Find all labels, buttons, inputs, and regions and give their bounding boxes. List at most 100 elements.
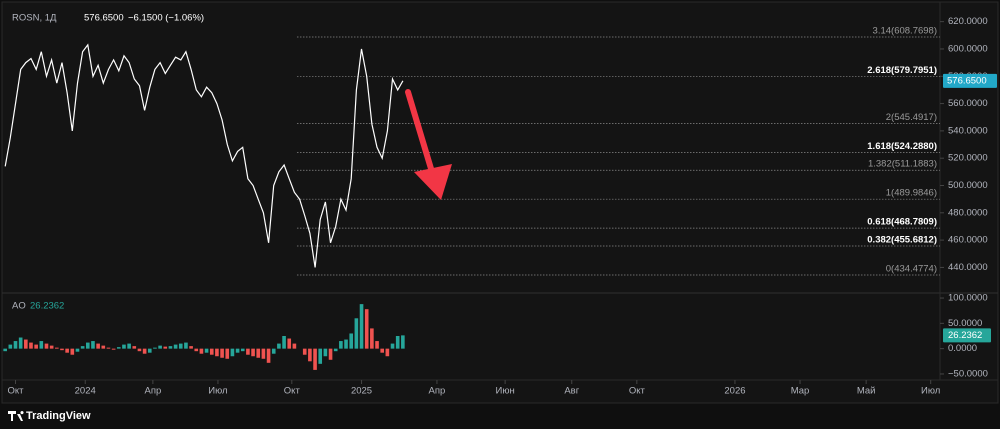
ao-bar	[163, 346, 168, 349]
x-tick-label: Окт	[629, 386, 646, 397]
ao-bar	[292, 343, 297, 349]
fib-level-label: 2.618(579.7951)	[867, 65, 937, 76]
ao-bar	[111, 348, 116, 350]
ao-bar	[230, 348, 235, 357]
y-tick-label: 540.0000	[948, 125, 988, 136]
ao-bar	[349, 333, 354, 349]
ao-bar	[70, 348, 75, 355]
ao-bar	[49, 345, 54, 349]
ao-bar	[215, 348, 219, 357]
fib-level-label: 1.618(524.2880)	[867, 141, 937, 152]
ao-bar	[168, 346, 173, 349]
y-tick-label: 460.0000	[948, 235, 988, 246]
y-tick-label: 520.0000	[948, 153, 988, 164]
ao-bar	[370, 328, 374, 349]
ao-bar	[354, 318, 359, 349]
ao-bar	[147, 348, 152, 353]
ao-bar	[380, 348, 385, 353]
y-tick-label: 480.0000	[948, 207, 988, 218]
ao-bar	[328, 348, 333, 360]
ao-bar	[318, 348, 323, 364]
ao-bar	[101, 345, 106, 349]
ao-bar	[24, 339, 28, 349]
y-tick-label: 50.0000	[948, 318, 982, 329]
annotation-arrow	[405, 89, 452, 200]
ao-bar	[323, 348, 328, 357]
ao-bar	[153, 347, 157, 349]
ao-bar	[204, 348, 209, 353]
ao-bar	[13, 341, 18, 349]
ao-bar	[235, 348, 240, 353]
ao-bar	[261, 348, 266, 359]
ao-bar	[308, 348, 312, 362]
price-change: −6.1500 (−1.06%)	[128, 13, 204, 24]
x-tick-label: Апр	[144, 386, 161, 397]
ao-bar	[39, 341, 44, 349]
ao-bar	[3, 348, 7, 352]
fib-level-label: 0.382(455.6812)	[867, 235, 937, 246]
y-tick-label: −50.0000	[948, 368, 988, 379]
brand-logo: TradingView	[8, 410, 91, 422]
ao-bar	[127, 343, 131, 349]
indicator-title: AO	[12, 301, 26, 312]
ao-bar	[137, 348, 142, 352]
ao-bar	[339, 341, 343, 349]
ao-bar	[344, 339, 348, 349]
ao-bar	[184, 342, 188, 349]
ao-bar	[364, 309, 369, 349]
x-tick-label: Июл	[921, 386, 940, 397]
x-tick-label: Окт	[284, 386, 301, 397]
ao-bar	[44, 343, 49, 349]
ao-bar	[55, 347, 59, 349]
ao-bar	[29, 342, 33, 349]
fib-level-label: 2(545.4917)	[886, 112, 937, 123]
ao-bar	[390, 343, 395, 349]
ao-bar	[173, 344, 178, 349]
y-tick-label: 100.0000	[948, 293, 988, 304]
ao-value-badge-label: 26.2362	[948, 330, 982, 341]
ao-bar	[240, 348, 245, 352]
ao-bar	[266, 348, 271, 363]
ao-bar	[333, 348, 338, 352]
ao-bar	[401, 335, 405, 349]
ao-bar	[225, 348, 230, 359]
ao-bar	[106, 347, 111, 349]
y-tick-label: 560.0000	[948, 98, 988, 109]
x-tick-label: Июн	[496, 386, 515, 397]
ao-bar	[313, 348, 317, 370]
y-tick-label: 620.0000	[948, 16, 988, 27]
x-tick-label: 2025	[351, 386, 372, 397]
ao-bar	[220, 348, 224, 358]
x-tick-label: Июл	[208, 386, 227, 397]
x-tick-label: Апр	[429, 386, 446, 397]
fib-level-label: 3.14(608.7698)	[873, 26, 937, 37]
x-tick-label: Окт	[7, 386, 24, 397]
plot-layer: 620.0000600.0000580.0000560.0000540.0000…	[3, 16, 997, 397]
ao-bar	[199, 348, 204, 354]
ao-bar	[116, 347, 121, 349]
ao-bar	[282, 336, 286, 349]
ao-bar	[80, 346, 85, 349]
ao-bar	[91, 341, 95, 349]
fib-level-label: 0(434.4774)	[886, 263, 937, 274]
ao-bar	[375, 341, 379, 349]
ao-value-badge	[943, 328, 991, 343]
ao-bar	[246, 348, 250, 355]
x-tick-label: Авг	[564, 386, 579, 397]
ao-bar	[60, 348, 64, 351]
ao-bar	[209, 348, 214, 355]
chart-frame	[1, 1, 999, 404]
fib-level-label: 1(489.9846)	[886, 188, 937, 199]
ao-bar	[158, 345, 162, 349]
ao-bar	[189, 346, 193, 349]
y-tick-label: 600.0000	[948, 43, 988, 54]
ao-bar	[277, 343, 281, 349]
ao-bar	[34, 344, 38, 349]
x-tick-label: 2024	[75, 386, 96, 397]
ao-bar	[18, 337, 23, 349]
ao-bar	[194, 348, 199, 352]
ao-bar	[75, 348, 80, 352]
x-tick-label: Май	[857, 386, 876, 397]
fib-level-label: 1.382(511.1883)	[868, 159, 937, 170]
